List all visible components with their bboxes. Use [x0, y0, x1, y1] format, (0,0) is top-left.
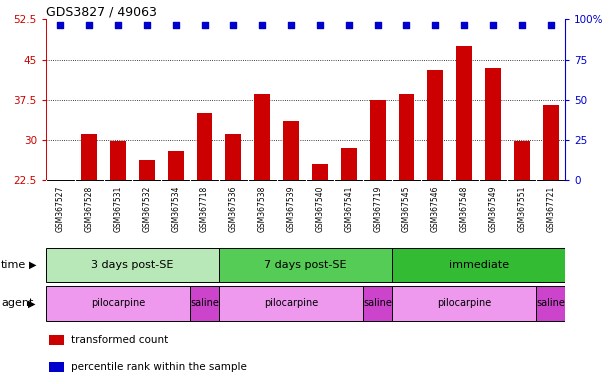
Point	[84, 22, 94, 28]
Text: 3 days post-SE: 3 days post-SE	[91, 260, 174, 270]
Text: GSM367718: GSM367718	[200, 186, 209, 232]
Point	[200, 22, 210, 28]
Text: GSM367719: GSM367719	[373, 186, 382, 232]
Bar	[225, 134, 241, 180]
Bar	[190, 286, 219, 321]
Text: 7 days post-SE: 7 days post-SE	[264, 260, 347, 270]
Point	[401, 22, 411, 28]
Text: GSM367532: GSM367532	[142, 186, 152, 232]
Text: immediate: immediate	[448, 260, 509, 270]
Point	[488, 22, 498, 28]
Point	[344, 22, 354, 28]
Bar	[110, 141, 126, 180]
Bar	[46, 286, 190, 321]
Text: pilocarpine: pilocarpine	[437, 298, 491, 308]
Bar	[197, 113, 213, 180]
Bar	[341, 148, 357, 180]
Text: GSM367538: GSM367538	[258, 186, 267, 232]
Text: GSM367536: GSM367536	[229, 186, 238, 232]
Text: pilocarpine: pilocarpine	[264, 298, 318, 308]
Point	[142, 22, 152, 28]
Point	[373, 22, 382, 28]
Bar	[49, 335, 64, 345]
Point	[257, 22, 267, 28]
Point	[229, 22, 238, 28]
Point	[546, 22, 555, 28]
Text: saline: saline	[536, 298, 565, 308]
Bar	[363, 286, 392, 321]
Bar	[46, 248, 219, 282]
Text: GSM367531: GSM367531	[114, 186, 122, 232]
Text: agent: agent	[1, 298, 34, 308]
Text: transformed count: transformed count	[71, 335, 169, 345]
Bar	[219, 286, 363, 321]
Text: GSM367540: GSM367540	[315, 186, 324, 232]
Bar	[543, 105, 558, 180]
Text: time: time	[1, 260, 26, 270]
Text: GSM367549: GSM367549	[489, 186, 497, 232]
Bar	[283, 121, 299, 180]
Text: GSM367551: GSM367551	[518, 186, 527, 232]
Text: GSM367528: GSM367528	[84, 186, 93, 232]
Text: GDS3827 / 49063: GDS3827 / 49063	[46, 5, 156, 18]
Bar	[219, 248, 392, 282]
Point	[315, 22, 325, 28]
Point	[56, 22, 65, 28]
Text: ▶: ▶	[29, 260, 37, 270]
Bar	[456, 46, 472, 180]
Text: ▶: ▶	[27, 298, 35, 308]
Bar	[81, 134, 97, 180]
Bar	[392, 286, 536, 321]
Bar	[392, 248, 565, 282]
Text: pilocarpine: pilocarpine	[91, 298, 145, 308]
Bar	[398, 94, 414, 180]
Bar	[370, 100, 386, 180]
Text: GSM367721: GSM367721	[546, 186, 555, 232]
Text: GSM367527: GSM367527	[56, 186, 65, 232]
Text: GSM367545: GSM367545	[402, 186, 411, 232]
Text: GSM367541: GSM367541	[344, 186, 353, 232]
Bar	[168, 151, 183, 180]
Point	[459, 22, 469, 28]
Bar	[139, 160, 155, 180]
Point	[170, 22, 181, 28]
Point	[430, 22, 440, 28]
Bar	[485, 68, 501, 180]
Text: GSM367539: GSM367539	[287, 186, 296, 232]
Bar	[312, 164, 328, 180]
Text: GSM367534: GSM367534	[171, 186, 180, 232]
Text: GSM367548: GSM367548	[459, 186, 469, 232]
Point	[517, 22, 527, 28]
Text: percentile rank within the sample: percentile rank within the sample	[71, 362, 247, 372]
Bar	[514, 141, 530, 180]
Bar	[536, 286, 565, 321]
Bar	[428, 70, 443, 180]
Text: saline: saline	[363, 298, 392, 308]
Bar	[254, 94, 270, 180]
Point	[113, 22, 123, 28]
Text: saline: saline	[190, 298, 219, 308]
Bar	[49, 362, 64, 372]
Point	[286, 22, 296, 28]
Text: GSM367546: GSM367546	[431, 186, 440, 232]
